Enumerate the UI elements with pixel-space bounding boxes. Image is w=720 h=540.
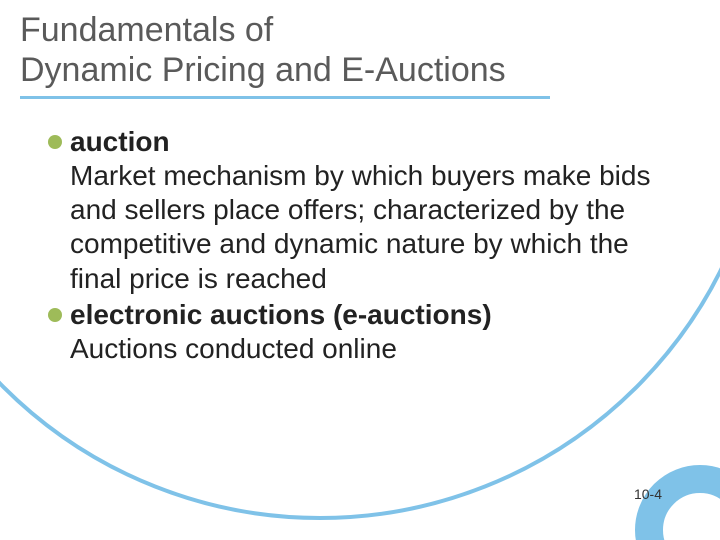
page-number: 10-4 bbox=[634, 486, 662, 502]
bullet-icon bbox=[48, 135, 62, 149]
title-underline bbox=[20, 96, 550, 99]
decorative-ring-small bbox=[635, 465, 720, 540]
content-area: auction Market mechanism by which buyers… bbox=[48, 125, 668, 368]
slide-title: Fundamentals of Dynamic Pricing and E-Au… bbox=[20, 10, 580, 90]
term-row: electronic auctions (e-auctions) bbox=[48, 298, 668, 332]
bullet-item: auction Market mechanism by which buyers… bbox=[48, 125, 668, 296]
title-line-2: Dynamic Pricing and E-Auctions bbox=[20, 51, 506, 89]
slide: Fundamentals of Dynamic Pricing and E-Au… bbox=[0, 0, 720, 540]
title-block: Fundamentals of Dynamic Pricing and E-Au… bbox=[20, 10, 580, 99]
definition-text: Market mechanism by which buyers make bi… bbox=[70, 159, 668, 296]
term-row: auction bbox=[48, 125, 668, 159]
bullet-icon bbox=[48, 308, 62, 322]
term-text: auction bbox=[70, 125, 170, 159]
title-line-1: Fundamentals of bbox=[20, 11, 273, 49]
definition-text: Auctions conducted online bbox=[70, 332, 668, 366]
term-text: electronic auctions (e-auctions) bbox=[70, 298, 492, 332]
bullet-item: electronic auctions (e-auctions) Auction… bbox=[48, 298, 668, 366]
